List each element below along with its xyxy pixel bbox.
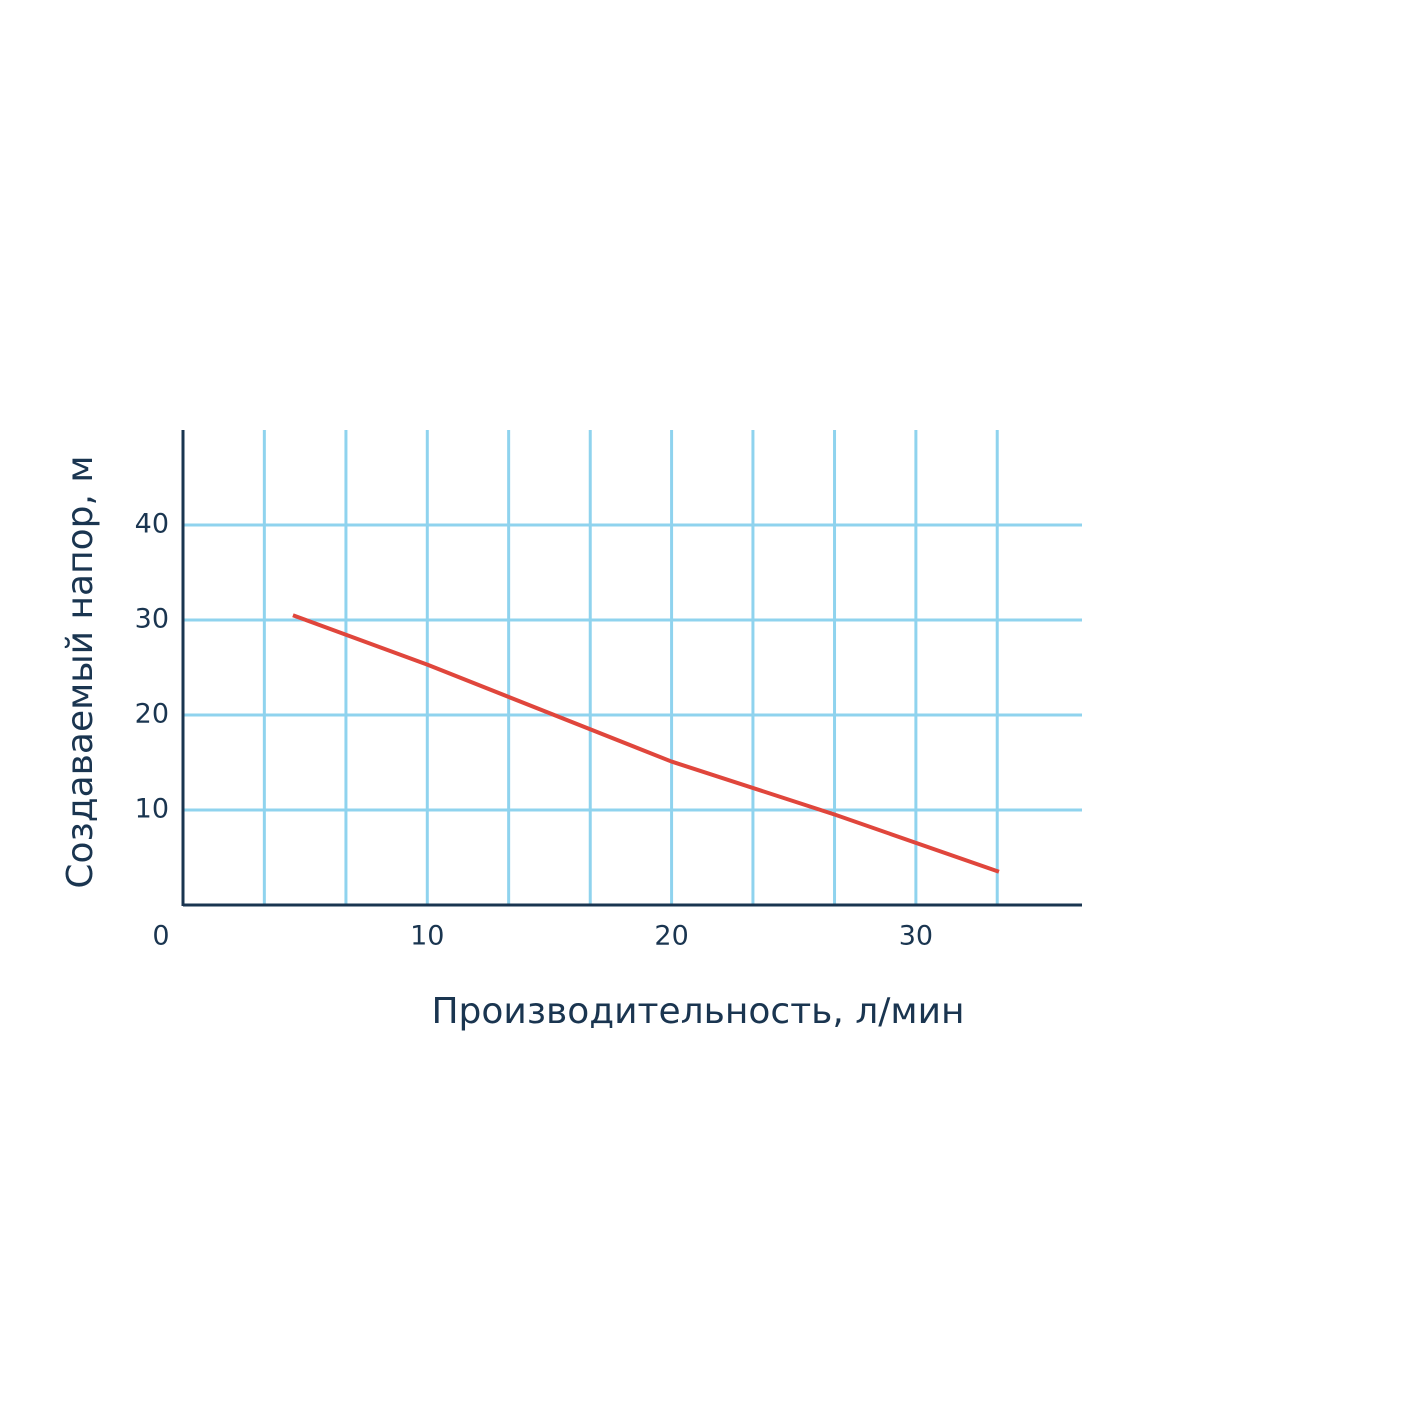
x-tick-label: 20 xyxy=(654,921,688,952)
series-line xyxy=(292,613,1000,874)
x-tick-label: 10 xyxy=(410,921,444,952)
y-tick-label: 30 xyxy=(135,604,169,635)
y-tick-label: 40 xyxy=(135,509,169,540)
y-tick-label: 20 xyxy=(135,699,169,730)
x-tick-label: 0 xyxy=(152,921,169,952)
x-axis-label: Производительность, л/мин xyxy=(431,991,964,1032)
x-tick-label: 30 xyxy=(899,921,933,952)
y-tick-label: 10 xyxy=(135,794,169,825)
y-axis-label: Создаваемый напор, м xyxy=(60,455,101,888)
